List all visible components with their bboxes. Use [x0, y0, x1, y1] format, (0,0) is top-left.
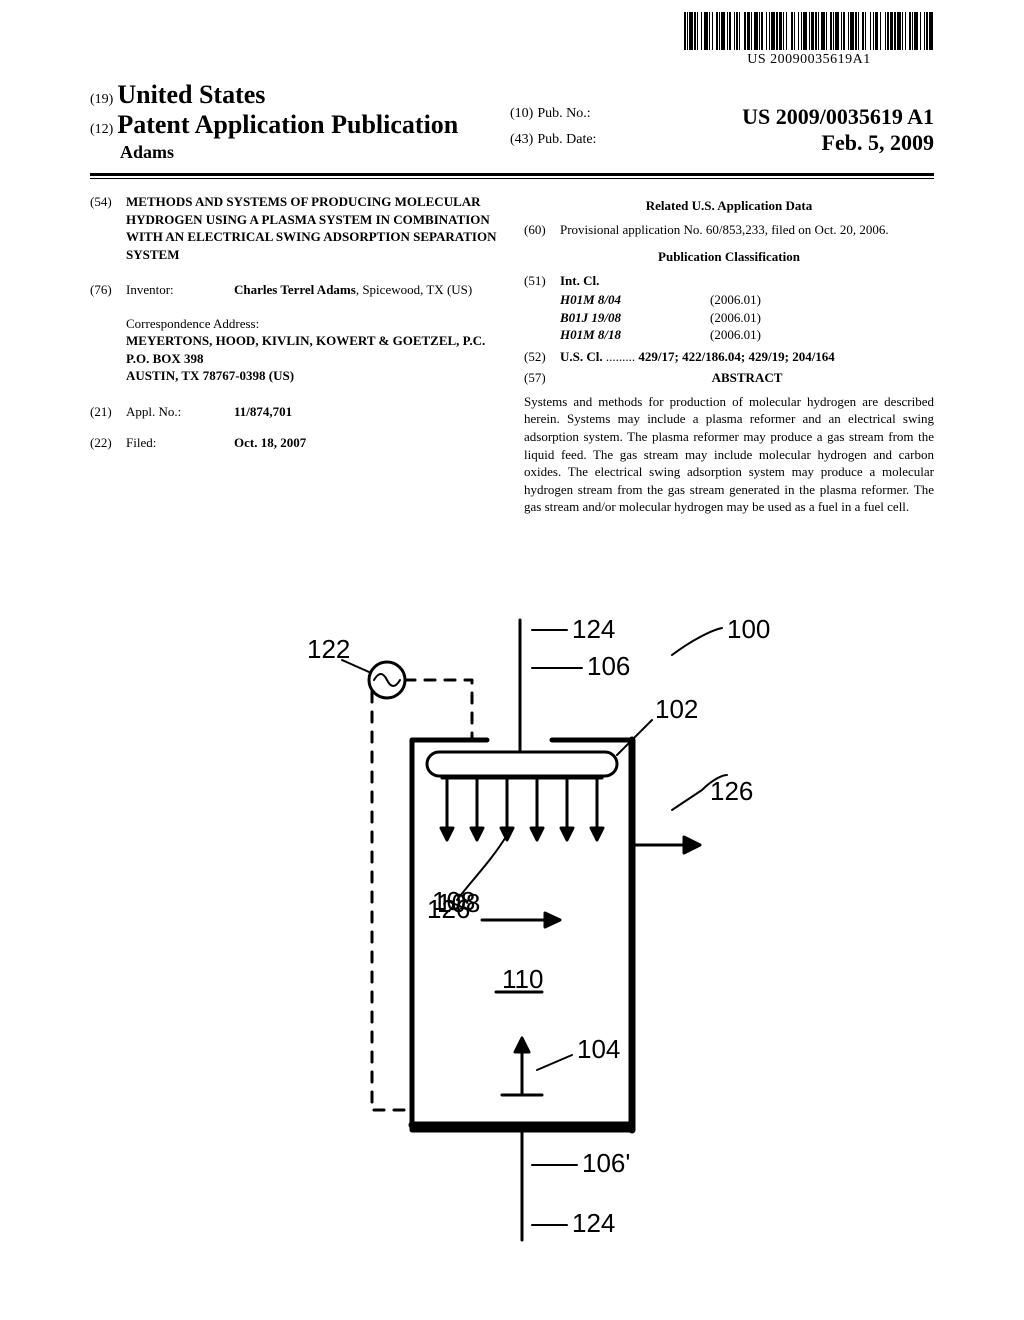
- abstract-label: ABSTRACT: [560, 369, 934, 387]
- filed-value: Oct. 18, 2007: [234, 434, 306, 452]
- divider-thin: [90, 178, 934, 179]
- applno-code: (21): [90, 403, 126, 421]
- intcl-year: (2006.01): [710, 326, 761, 344]
- pub-type-code: (12): [90, 122, 113, 137]
- title-code: (54): [90, 193, 126, 263]
- country-code: (19): [90, 92, 113, 107]
- inventor-name: Charles Terrel Adams: [234, 282, 356, 297]
- svg-text:108: 108: [437, 888, 480, 918]
- svg-text:122: 122: [307, 634, 350, 664]
- barcode-region: US 20090035619A1: [684, 12, 934, 68]
- uscl-value: 429/17; 422/186.04; 429/19; 204/164: [635, 349, 835, 364]
- pubno-label: Pub. No.:: [537, 106, 590, 121]
- svg-text:110: 110: [502, 964, 543, 994]
- svg-text:100: 100: [727, 614, 770, 644]
- barcode-text: US 20090035619A1: [684, 52, 934, 68]
- svg-text:124: 124: [572, 1208, 615, 1238]
- abstract-code: (57): [524, 369, 560, 387]
- applno-value: 11/874,701: [234, 403, 292, 421]
- uscl-label: U.S. Cl.: [560, 349, 603, 364]
- header-right: (10) Pub. No.: US 2009/0035619 A1 (43) P…: [510, 104, 934, 156]
- intcl-label: Int. Cl.: [560, 272, 599, 290]
- pubno-value: US 2009/0035619 A1: [742, 104, 934, 130]
- intcl-row: H01M 8/18(2006.01): [560, 326, 934, 344]
- svg-text:124: 124: [572, 614, 615, 644]
- intcl-code: (51): [524, 272, 560, 290]
- intcl-class: H01M 8/18: [560, 326, 710, 344]
- filed-label: Filed:: [126, 434, 234, 452]
- inventor-code: (76): [90, 281, 126, 299]
- svg-text:106': 106': [582, 1148, 630, 1178]
- country-name: United States: [117, 80, 265, 109]
- intcl-row: B01J 19/08(2006.01): [560, 309, 934, 327]
- left-column: (54) METHODS AND SYSTEMS OF PRODUCING MO…: [90, 193, 500, 516]
- applno-label: Appl. No.:: [126, 403, 234, 421]
- figure-area: 124106102100126122108126110104106'124108: [0, 600, 1024, 1260]
- divider-thick: [90, 173, 934, 176]
- intcl-row: H01M 8/04(2006.01): [560, 291, 934, 309]
- prov-text: Provisional application No. 60/853,233, …: [560, 221, 934, 239]
- pubdate-value: Feb. 5, 2009: [822, 130, 934, 156]
- svg-text:102: 102: [655, 694, 698, 724]
- pubdate-code: (43): [510, 132, 533, 147]
- patent-figure: 124106102100126122108126110104106'124108: [232, 600, 792, 1260]
- svg-text:106: 106: [587, 651, 630, 681]
- intcl-class: H01M 8/04: [560, 291, 710, 309]
- pubclass-title: Publication Classification: [524, 248, 934, 266]
- corr-line2: P.O. BOX 398: [126, 350, 500, 368]
- related-title: Related U.S. Application Data: [524, 197, 934, 215]
- svg-text:126: 126: [710, 776, 753, 806]
- barcode: [684, 12, 934, 50]
- pubdate-label: Pub. Date:: [537, 132, 596, 147]
- filed-code: (22): [90, 434, 126, 452]
- prov-code: (60): [524, 221, 560, 239]
- intcl-list: H01M 8/04(2006.01)B01J 19/08(2006.01)H01…: [524, 291, 934, 344]
- invention-title: METHODS AND SYSTEMS OF PRODUCING MOLECUL…: [126, 193, 500, 263]
- biblio-columns: (54) METHODS AND SYSTEMS OF PRODUCING MO…: [90, 193, 934, 516]
- right-column: Related U.S. Application Data (60) Provi…: [524, 193, 934, 516]
- inventor-location: , Spicewood, TX (US): [356, 282, 472, 297]
- uscl-code: (52): [524, 348, 560, 366]
- inventor-label: Inventor:: [126, 281, 234, 299]
- corr-line1: MEYERTONS, HOOD, KIVLIN, KOWERT & GOETZE…: [126, 332, 500, 350]
- abstract-text: Systems and methods for production of mo…: [524, 393, 934, 516]
- intcl-class: B01J 19/08: [560, 309, 710, 327]
- corr-label: Correspondence Address:: [126, 315, 500, 333]
- pubno-code: (10): [510, 106, 533, 121]
- intcl-year: (2006.01): [710, 309, 761, 327]
- uscl-dots: .........: [603, 349, 636, 364]
- intcl-year: (2006.01): [710, 291, 761, 309]
- pub-type: Patent Application Publication: [117, 110, 458, 139]
- corr-line3: AUSTIN, TX 78767-0398 (US): [126, 367, 500, 385]
- svg-text:104: 104: [577, 1034, 620, 1064]
- correspondence-block: Correspondence Address: MEYERTONS, HOOD,…: [126, 315, 500, 385]
